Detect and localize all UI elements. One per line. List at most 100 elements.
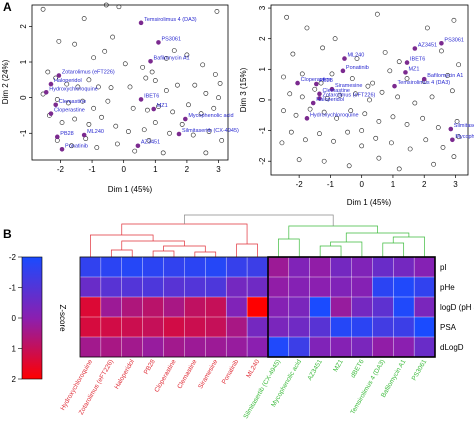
data-point bbox=[160, 150, 166, 156]
heatmap-cell bbox=[205, 296, 227, 318]
heatmap-cell bbox=[413, 316, 436, 338]
point-label: Silmitasertib (CX-4945) bbox=[454, 123, 474, 129]
highlight-point bbox=[48, 81, 54, 87]
heatmap-cell bbox=[100, 256, 123, 278]
point-label: Zotarolimus (eFT226) bbox=[62, 70, 115, 76]
y-tick-label: -1 bbox=[258, 126, 267, 134]
y-tick-label: 0 bbox=[258, 97, 267, 102]
data-point bbox=[212, 72, 218, 77]
data-point bbox=[404, 122, 410, 127]
heatmap-column-label: PB28 bbox=[143, 358, 157, 376]
data-point bbox=[65, 100, 71, 106]
heatmap-column-label: Ponatinib bbox=[221, 358, 241, 385]
heatmap-cell bbox=[372, 296, 394, 318]
data-point bbox=[412, 100, 418, 106]
highlight-point bbox=[403, 70, 408, 75]
heatmap-cell bbox=[267, 276, 290, 298]
data-point bbox=[95, 84, 101, 90]
highlight-point bbox=[43, 89, 49, 95]
data-point bbox=[69, 143, 74, 149]
heatmap-cell bbox=[267, 316, 290, 338]
data-point bbox=[353, 91, 358, 97]
heatmap-row-label: pI bbox=[440, 263, 447, 272]
data-point bbox=[281, 74, 286, 80]
data-point bbox=[140, 64, 146, 70]
x-tick-label: -2 bbox=[57, 165, 65, 174]
data-point bbox=[404, 76, 410, 81]
data-point bbox=[429, 94, 435, 100]
dendrogram-link bbox=[236, 243, 258, 257]
point-label: AZ3451 bbox=[141, 140, 160, 146]
data-point bbox=[376, 118, 382, 124]
highlight-point bbox=[448, 126, 454, 132]
data-point bbox=[91, 55, 97, 61]
point-label: Haloperidol bbox=[54, 78, 82, 84]
heatmap-cell bbox=[100, 316, 123, 338]
data-point bbox=[126, 129, 131, 134]
highlight-point bbox=[404, 60, 410, 65]
heatmap-cell bbox=[288, 256, 311, 278]
y-tick-label: 3 bbox=[258, 5, 267, 10]
heatmap-cell bbox=[121, 296, 144, 318]
data-point bbox=[299, 94, 305, 100]
dendrogram-link bbox=[121, 240, 185, 250]
x-tick-label: 3 bbox=[453, 180, 458, 189]
heatmap-cell bbox=[163, 276, 185, 298]
data-point bbox=[143, 75, 149, 81]
data-point bbox=[320, 45, 325, 51]
scatter-2-frame bbox=[270, 4, 469, 176]
heatmap-cell bbox=[142, 256, 165, 278]
data-point bbox=[362, 111, 368, 117]
heatmap: Z-score -2 -1 0 1 2 pI pHe logD (pH 4.5) PSA dLo… bbox=[9, 214, 474, 420]
highlight-point bbox=[183, 116, 188, 122]
data-point bbox=[152, 78, 158, 83]
data-point bbox=[59, 120, 65, 125]
heatmap-cell bbox=[79, 316, 102, 338]
heatmap-cell bbox=[288, 296, 311, 318]
x-tick-label: 1 bbox=[391, 180, 396, 189]
data-point bbox=[396, 166, 402, 172]
heatmap-cell bbox=[413, 296, 436, 318]
colorbar-tick-label: 1 bbox=[12, 345, 17, 354]
highlight-point bbox=[317, 91, 322, 97]
data-point bbox=[167, 130, 172, 136]
x-tick-label: -1 bbox=[89, 165, 97, 174]
data-point bbox=[435, 125, 441, 130]
point-label: Zotarolimus (eFT226) bbox=[322, 92, 375, 98]
heatmap-cell bbox=[393, 256, 415, 278]
colorbar-label: Z-score bbox=[58, 304, 67, 332]
point-label: Mycophenolic acid bbox=[455, 134, 474, 140]
heatmap-cell bbox=[163, 296, 185, 318]
point-label: Bafilomycin A1 bbox=[154, 55, 190, 61]
highlight-point bbox=[412, 46, 418, 51]
data-point bbox=[206, 129, 212, 134]
highlight-point bbox=[54, 134, 60, 140]
data-point bbox=[324, 96, 330, 101]
data-point bbox=[219, 138, 225, 143]
data-point bbox=[420, 115, 426, 121]
data-point bbox=[329, 71, 335, 77]
heatmap-cell bbox=[393, 316, 415, 338]
data-point bbox=[337, 92, 343, 98]
heatmap-cell bbox=[309, 296, 332, 318]
heatmap-row-label: dLogD bbox=[440, 343, 464, 352]
heatmap-cell bbox=[184, 256, 206, 278]
dendrogram-link bbox=[110, 249, 133, 257]
heatmap-cell bbox=[393, 296, 415, 318]
heatmap-cell bbox=[288, 336, 311, 358]
data-point bbox=[179, 121, 185, 127]
heatmap-cell bbox=[79, 336, 102, 358]
data-point bbox=[144, 107, 150, 113]
data-point bbox=[190, 132, 196, 138]
data-point bbox=[454, 118, 460, 124]
data-point bbox=[91, 105, 97, 111]
heatmap-cell bbox=[413, 276, 436, 298]
heatmap-cell bbox=[205, 316, 227, 338]
heatmap-column-label: ML240 bbox=[245, 358, 261, 379]
data-point bbox=[163, 88, 169, 93]
heatmap-cell bbox=[267, 296, 290, 318]
heatmap-cell bbox=[225, 296, 248, 318]
heatmap-cell bbox=[121, 316, 144, 338]
heatmap-cell bbox=[184, 276, 206, 298]
data-point bbox=[114, 141, 120, 147]
